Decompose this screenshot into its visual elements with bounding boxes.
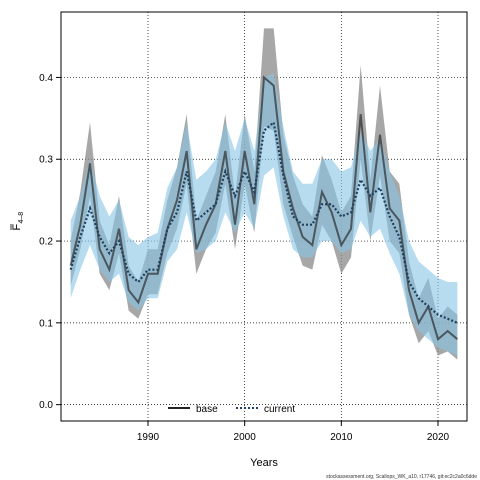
y-tick-label-0.2: 0.2 <box>39 237 53 248</box>
x-axis-title: Years <box>250 457 278 469</box>
y-axis-title-main: F <box>11 224 23 231</box>
plot-frame <box>60 11 468 422</box>
line-current <box>69 120 458 324</box>
legend-label-base: base <box>196 404 218 415</box>
x-tick-label-2000: 2000 <box>234 432 257 443</box>
y-axis-title: F 4–8 <box>10 212 25 231</box>
band-current <box>70 73 458 356</box>
y-axis: 0.0 0.1 0.2 0.3 0.4 <box>39 73 61 411</box>
legend: base current <box>168 404 295 415</box>
y-tick-label-0.4: 0.4 <box>39 73 53 84</box>
y-tick-label-0.3: 0.3 <box>39 155 53 166</box>
line-base <box>69 75 458 341</box>
footer-credit: stockassessment.org, Scallops_WK_a10, r1… <box>326 474 477 480</box>
y-tick-label-0: 0.0 <box>39 400 53 411</box>
x-tick-label-1990: 1990 <box>137 432 160 443</box>
band-base <box>70 28 458 360</box>
confidence-bands <box>70 28 458 360</box>
x-axis: 1990 2000 2010 2020 <box>137 421 450 443</box>
x-tick-label-2020: 2020 <box>427 432 450 443</box>
legend-label-current: current <box>264 404 295 415</box>
series-lines <box>69 75 458 341</box>
y-tick-label-0.1: 0.1 <box>39 318 53 329</box>
y-axis-title-subscript: 4–8 <box>18 212 25 224</box>
x-tick-label-2010: 2010 <box>330 432 353 443</box>
